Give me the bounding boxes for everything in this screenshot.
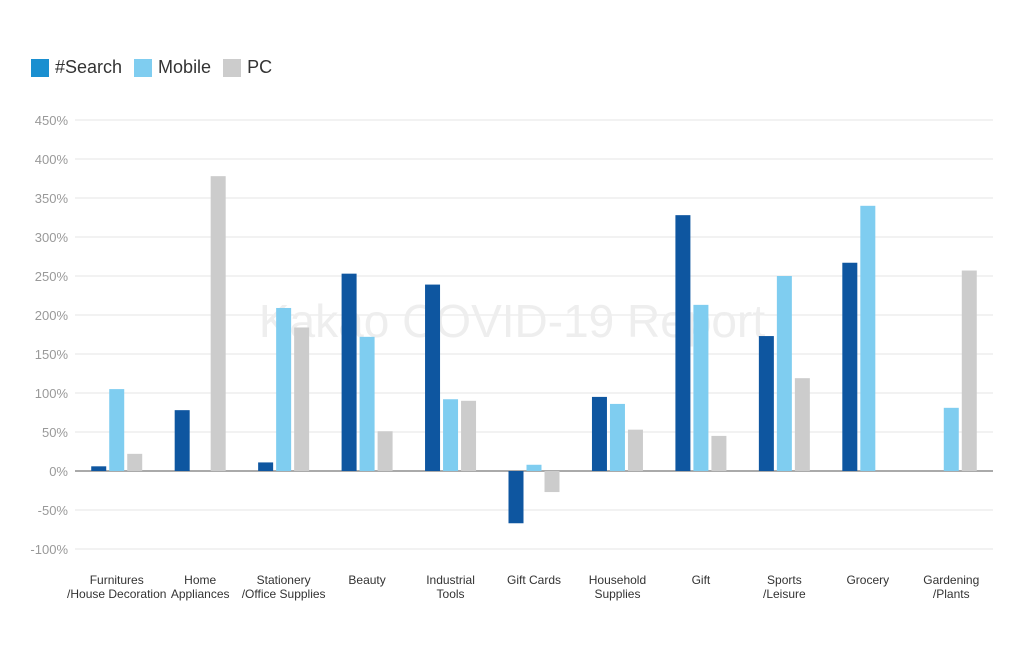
y-tick-label: 200% xyxy=(35,308,69,323)
legend-item-mobile[interactable]: Mobile xyxy=(134,57,211,78)
category-label: Home Appliances xyxy=(171,573,230,601)
y-tick-label: 400% xyxy=(35,152,69,167)
legend-item-pc[interactable]: PC xyxy=(223,57,272,78)
category-label: Stationery/Office Supplies xyxy=(242,573,326,601)
category-label: Gift Cards xyxy=(507,573,561,587)
bar-pc-6 xyxy=(627,429,643,471)
bars xyxy=(91,176,977,524)
bar-mobile-2 xyxy=(276,307,292,471)
y-tick-label: 50% xyxy=(42,425,68,440)
bar-pc-7 xyxy=(711,435,727,471)
y-tick-label: 350% xyxy=(35,191,69,206)
category-label: Household Supplies xyxy=(589,573,646,601)
legend-item-search[interactable]: #Search xyxy=(31,57,122,78)
bar-mobile-10 xyxy=(943,407,959,471)
y-tick-label: 250% xyxy=(35,269,69,284)
bar-pc-8 xyxy=(794,378,810,471)
legend-swatch-mobile xyxy=(134,58,153,77)
bar-pc-1 xyxy=(210,176,226,471)
bar-search-2 xyxy=(258,462,274,471)
y-tick-label: 300% xyxy=(35,230,69,245)
bar-mobile-6 xyxy=(609,403,625,471)
legend: #Search Mobile PC xyxy=(31,57,284,78)
bar-search-8 xyxy=(758,336,774,471)
y-tick-label: 450% xyxy=(35,113,69,128)
bar-mobile-9 xyxy=(860,205,876,472)
bar-mobile-7 xyxy=(693,304,709,471)
bar-search-7 xyxy=(675,215,691,471)
y-tick-label: -100% xyxy=(30,542,68,557)
y-tick-label: -50% xyxy=(38,503,69,518)
bar-pc-0 xyxy=(127,453,143,471)
y-tick-label: 150% xyxy=(35,347,69,362)
legend-label-mobile: Mobile xyxy=(158,57,212,77)
bar-search-1 xyxy=(174,410,190,471)
bar-search-5 xyxy=(508,471,524,524)
bar-pc-3 xyxy=(377,431,393,471)
bar-mobile-8 xyxy=(776,276,792,471)
bar-pc-4 xyxy=(461,400,477,471)
category-label: Beauty xyxy=(348,573,385,587)
legend-swatch-pc xyxy=(223,58,242,77)
category-label: Grocery xyxy=(846,573,889,587)
bar-search-4 xyxy=(425,284,441,471)
grid-lines: -100% -50% 0% 50% 100% 150% 200% 250% 300% 350% 40… xyxy=(30,113,993,557)
bar-mobile-3 xyxy=(359,336,375,471)
bar-search-0 xyxy=(91,466,107,471)
bar-search-9 xyxy=(842,262,858,471)
category-label: Gardening/Plants xyxy=(923,573,979,601)
legend-swatch-search xyxy=(31,58,49,77)
legend-label-search: #Search xyxy=(55,57,123,77)
bar-pc-10 xyxy=(961,270,977,471)
legend-label-pc: PC xyxy=(247,57,273,77)
bar-search-3 xyxy=(341,273,357,471)
bar-mobile-0 xyxy=(109,389,125,471)
y-tick-label: 100% xyxy=(35,386,69,401)
bar-pc-2 xyxy=(294,327,310,471)
bar-pc-5 xyxy=(544,471,560,493)
bar-search-6 xyxy=(591,396,607,471)
category-label: Gift xyxy=(692,573,711,587)
bar-mobile-4 xyxy=(443,399,459,471)
bar-mobile-5 xyxy=(526,464,542,471)
category-label: Industrial Tools xyxy=(426,573,475,601)
category-label: Sports/Leisure xyxy=(763,573,806,601)
category-label: Furnitures/House Decoration xyxy=(67,573,166,601)
y-tick-label: 0% xyxy=(49,464,68,479)
